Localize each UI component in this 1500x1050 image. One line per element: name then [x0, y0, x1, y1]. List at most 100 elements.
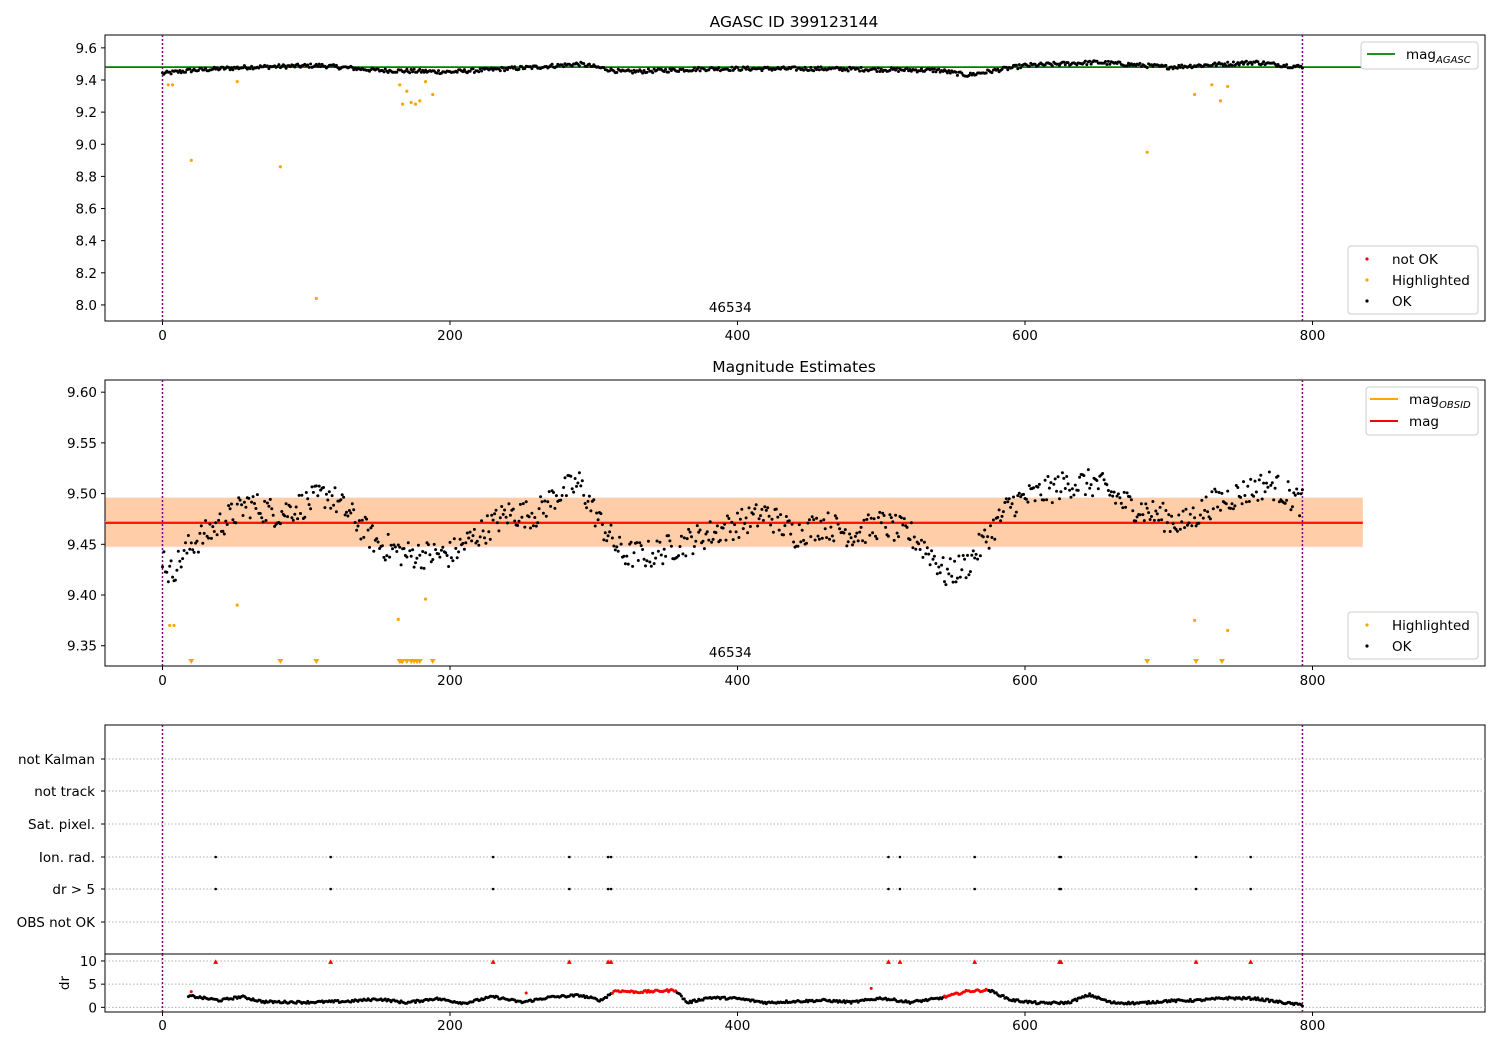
- panel2-ok-point: [763, 505, 767, 509]
- panel2-ok-point: [1010, 502, 1014, 506]
- panel2-ok-point: [1131, 509, 1135, 513]
- panel1-ok-point: [506, 68, 509, 72]
- panel2-ok-point: [326, 498, 330, 502]
- panel1-ok-point: [178, 69, 182, 72]
- panel2-ok-point: [1226, 489, 1230, 493]
- panel2-ok-point: [968, 570, 972, 574]
- panel2-ok-point: [468, 530, 472, 534]
- panel2-ok-point: [293, 512, 297, 516]
- panel2-ok-point: [1027, 484, 1031, 488]
- dr-clipped-marker: [213, 959, 219, 964]
- panel2-ok-point: [1014, 510, 1018, 514]
- flag-row-label: dr > 5: [52, 882, 95, 898]
- panel1-ok-point: [631, 71, 635, 75]
- panel2-ok-point: [457, 550, 461, 554]
- panel2-ok-point: [329, 506, 333, 510]
- panel2-ok-point: [273, 524, 277, 528]
- panel2-ok-point: [682, 536, 686, 540]
- panel2-ok-point: [705, 530, 709, 534]
- panel2-ok-point: [572, 490, 576, 494]
- panel2-ok-point: [1183, 526, 1187, 530]
- panel1-point-legend-box: [1347, 245, 1479, 315]
- flag-point: [568, 855, 571, 859]
- panel1-ok-point: [1213, 61, 1217, 65]
- dr-ok-point: [1069, 1001, 1073, 1005]
- panel1-ok-point: [715, 68, 719, 72]
- panel2-ok-point: [1296, 492, 1300, 495]
- dr-ok-point: [679, 994, 683, 998]
- panel2-ok-point: [914, 547, 918, 551]
- panel2-ok-point: [836, 522, 840, 526]
- panel2-ok-point: [855, 531, 859, 535]
- panel2-ok-point: [869, 516, 873, 520]
- flag-point: [1249, 887, 1252, 891]
- panel1-ok-point: [816, 65, 820, 69]
- panel2-ok-point: [679, 534, 683, 538]
- panel1-ok-point: [562, 65, 566, 69]
- panel2-legend-label: OK: [1392, 639, 1413, 655]
- panel2-ok-point: [638, 541, 642, 545]
- panel2-ok-point: [422, 566, 426, 570]
- panel2-ok-point: [504, 515, 508, 519]
- panel2-ok-point: [764, 508, 768, 512]
- panel2-ok-point: [1001, 510, 1005, 514]
- panel2-ok-point: [477, 543, 481, 547]
- panel2-ok-point: [214, 521, 218, 525]
- panel4-x-tick-label: 400: [725, 1018, 751, 1034]
- panel2-ok-point: [1069, 495, 1073, 499]
- panel2-ok-point: [544, 514, 548, 518]
- panel2-ok-point: [268, 497, 272, 501]
- panel2-ok-point: [878, 510, 882, 514]
- panel2-ok-point: [212, 530, 216, 533]
- panel2-ok-point: [182, 549, 186, 552]
- panel2-ok-point: [283, 514, 287, 518]
- panel1-ok-point: [819, 65, 823, 69]
- panel2-ok-point: [327, 490, 331, 494]
- panel2-ok-point: [524, 500, 528, 504]
- flag-point: [1194, 855, 1198, 859]
- panel2-ok-point: [909, 521, 913, 525]
- panel2-ok-point: [861, 539, 865, 543]
- panel2-ok-point: [1164, 509, 1168, 512]
- panel4-y-tick-label: 0: [88, 1000, 97, 1016]
- panel2-ok-point: [1006, 500, 1010, 504]
- panel1-x-tick-label: 400: [725, 328, 751, 344]
- panel2-ok-point: [1052, 482, 1056, 486]
- panel2-ok-point: [434, 548, 438, 552]
- panel2-ok-point: [234, 521, 238, 525]
- panel1-legend-label: OK: [1392, 294, 1413, 310]
- panel2-y-tick-label: 9.35: [67, 639, 97, 655]
- panel1-ok-point: [746, 65, 750, 69]
- panel2-ok-point: [437, 552, 440, 556]
- panel2-ok-point: [399, 563, 403, 567]
- panel2-ok-point: [1247, 500, 1251, 503]
- panel1-highlighted-point: [431, 92, 435, 97]
- panel2-ok-point: [1256, 498, 1260, 502]
- panel2-ok-point: [549, 504, 553, 508]
- panel1-ok-point: [807, 68, 811, 72]
- panel2-ok-point: [1045, 498, 1049, 502]
- panel2-ok-point: [618, 535, 622, 539]
- panel1-ok-point: [1145, 66, 1149, 70]
- panel2-ok-point: [787, 519, 791, 523]
- panel1-ok-point: [1125, 64, 1129, 68]
- panel2-ok-point: [579, 484, 583, 488]
- panel1-ok-point: [905, 66, 909, 70]
- panel1-highlighted-point: [413, 102, 418, 106]
- panel2-ok-point: [388, 555, 392, 559]
- panel2-ok-point: [1295, 487, 1299, 491]
- panel2-ok-point: [835, 516, 839, 520]
- panel2-ok-point: [692, 545, 696, 548]
- panel2-ok-point: [924, 552, 928, 556]
- panel2-ok-point: [481, 529, 485, 533]
- panel2-ok-point: [1154, 509, 1158, 513]
- panel1-ok-point: [169, 72, 173, 76]
- panel4-x-tick-label: 200: [437, 1018, 463, 1034]
- panel2-ok-point: [999, 519, 1003, 523]
- panel2-ok-point: [892, 538, 896, 542]
- panel2-ok-point: [805, 541, 808, 545]
- panel2-ok-point: [1155, 512, 1159, 516]
- panel2-ok-point: [488, 537, 492, 541]
- panel2-ok-point: [1062, 476, 1066, 480]
- panel2-ok-point: [973, 556, 977, 560]
